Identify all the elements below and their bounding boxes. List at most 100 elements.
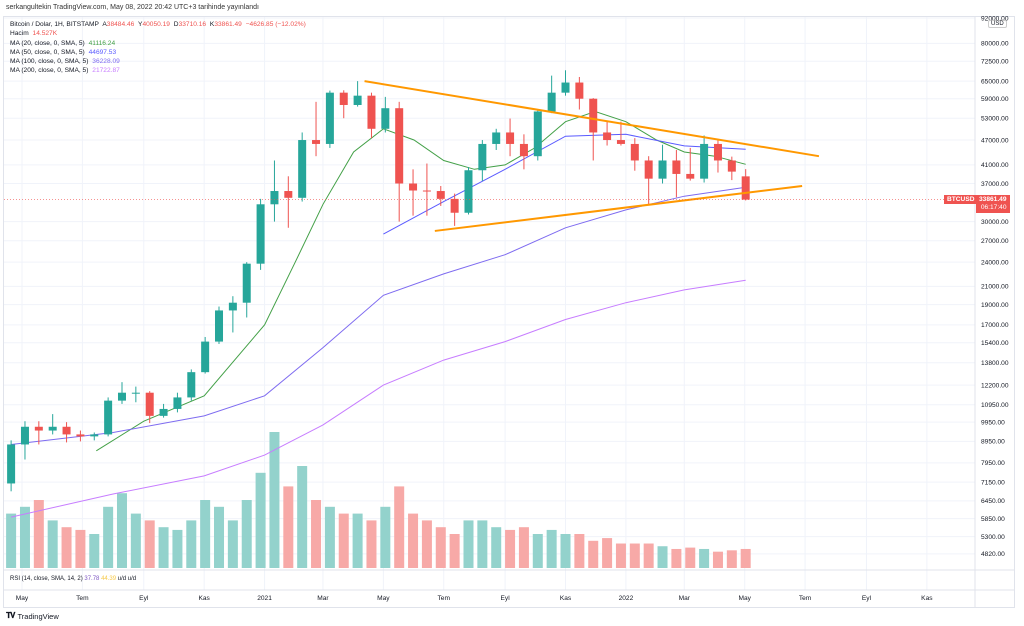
price-tick-label: 59000.00 <box>981 96 1009 103</box>
candle-body <box>395 108 404 184</box>
candle <box>519 134 528 170</box>
volume-bar <box>712 551 723 568</box>
volume-bar <box>158 527 169 568</box>
ma-label: MA (100, close, 0, SMA, 5) <box>10 58 89 66</box>
candle-body <box>422 190 431 192</box>
volume-bar <box>380 506 391 568</box>
close-label: K <box>209 21 215 28</box>
close-value: 33861.49 <box>214 21 242 28</box>
volume-bar <box>89 534 100 568</box>
ma-value: 44697.53 <box>88 48 117 56</box>
time-tick-label: Tem <box>799 595 812 602</box>
candle-body <box>741 176 750 200</box>
volume-bar <box>116 493 127 568</box>
symbol-row[interactable]: Bitcoin / Dolar, 1H, BITSTAMP A38484.46 … <box>10 20 310 29</box>
time-tick-label: Kas <box>198 595 210 602</box>
volume-bar <box>352 513 363 568</box>
volume-bar <box>435 527 446 568</box>
rsi-value: 37.78 <box>84 576 100 582</box>
rsi-extra: u/d u/d <box>117 576 137 582</box>
candle <box>7 440 16 492</box>
candle-body <box>727 160 736 172</box>
time-tick-label: Eyl <box>139 595 149 602</box>
volume-bar <box>200 500 211 568</box>
candle <box>325 90 334 148</box>
candle-body <box>561 82 570 93</box>
trendline <box>434 184 803 232</box>
ma-value: 21722.87 <box>92 67 120 75</box>
candle-body <box>145 392 154 416</box>
candle-body <box>478 143 487 171</box>
volume-value: 14.527K <box>32 30 58 38</box>
volume-bar <box>421 520 432 568</box>
candle <box>464 167 473 215</box>
volume-bar <box>629 543 640 568</box>
candle-body <box>117 392 126 401</box>
candle-body <box>672 160 681 174</box>
price-tick-label: 6450.00 <box>981 498 1005 505</box>
rsi-legend[interactable]: RSI (14, close, SMA, 14, 2) 37.78 44.39 … <box>10 576 136 582</box>
low-value: 33710.16 <box>178 21 207 28</box>
volume-bar <box>394 486 405 568</box>
publisher-line: serkangultekin TradingView.com, May 08, … <box>6 4 259 11</box>
candle-body <box>76 434 85 437</box>
candle-body <box>603 132 612 141</box>
volume-label: Hacim <box>10 30 29 38</box>
price-tick-label: 30000.00 <box>981 219 1009 226</box>
candle <box>48 414 57 435</box>
candle <box>270 160 279 222</box>
candle-body <box>616 140 625 144</box>
moving-average-line <box>10 279 746 518</box>
volume-bar <box>324 506 335 568</box>
candle <box>353 81 362 107</box>
candle-body <box>409 183 418 191</box>
candle <box>90 432 99 441</box>
volume-bar <box>699 548 710 568</box>
candle-body <box>658 160 667 179</box>
candle <box>159 403 168 418</box>
candle <box>104 397 113 437</box>
volume-bar <box>449 534 460 568</box>
candle <box>713 138 722 173</box>
ma-legend-row[interactable]: MA (100, close, 0, SMA, 5) 36228.09 <box>10 57 310 66</box>
ma-legend-row[interactable]: MA (200, close, 0, SMA, 5) 21722.87 <box>10 66 310 75</box>
volume-bar <box>227 520 238 568</box>
currency-badge[interactable]: USD <box>988 20 1007 28</box>
candle-body <box>201 341 210 373</box>
brand-name: TradingView <box>17 611 59 621</box>
price-tick-label: 41000.00 <box>981 162 1009 169</box>
open-label: A <box>102 21 107 28</box>
volume-row[interactable]: Hacim 14.527K <box>10 29 310 38</box>
ma-label: MA (50, close, 0, SMA, 5) <box>10 48 85 56</box>
candle-body <box>90 434 99 437</box>
candle <box>422 163 431 216</box>
candle <box>741 169 750 201</box>
candle-body <box>589 98 598 133</box>
volume-bar <box>297 466 308 568</box>
candle <box>575 76 584 110</box>
bar-countdown: 06:17:40 <box>980 204 1007 211</box>
candle-body <box>187 372 196 398</box>
footer-brand[interactable]: 𝐓𝐕 TradingView <box>6 611 59 621</box>
candle <box>547 75 556 114</box>
ma-legend-row[interactable]: MA (20, close, 0, SMA, 5) 41116.24 <box>10 39 310 48</box>
candle <box>173 392 182 413</box>
price-tick-label: 27000.00 <box>981 238 1009 245</box>
candle <box>561 70 570 96</box>
volume-bar <box>518 527 529 568</box>
candle <box>381 96 390 133</box>
candle-body <box>242 263 251 303</box>
candle-body <box>131 392 140 394</box>
candle-body <box>506 132 515 144</box>
candle <box>242 262 251 318</box>
candle-body <box>630 143 639 161</box>
price-tick-label: 12200.00 <box>981 382 1009 389</box>
ma-legend-row[interactable]: MA (50, close, 0, SMA, 5) 44697.53 <box>10 48 310 57</box>
candle <box>478 140 487 182</box>
volume-bar <box>311 500 322 568</box>
candle <box>506 118 515 157</box>
candle-body <box>325 92 334 144</box>
volume-bar <box>505 529 516 568</box>
price-tick-label: 80000.00 <box>981 41 1009 48</box>
